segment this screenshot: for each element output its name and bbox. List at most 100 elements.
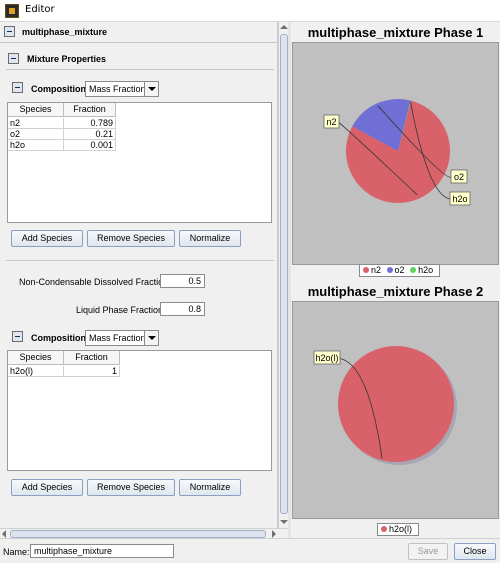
composition-collapse-icon[interactable]	[12, 331, 23, 342]
table-row[interactable]: o2 0.21	[8, 129, 116, 140]
mixture-properties-collapse-icon[interactable]	[8, 53, 19, 64]
legend-item: h2o(l)	[381, 524, 412, 535]
pie-label-text: n2	[326, 117, 336, 127]
pie-label-text: h2o(l)	[315, 353, 338, 363]
normalize-button[interactable]: Normalize	[179, 479, 241, 496]
chart-pane: multiphase_mixture Phase 1 n2 o2 h2o n2 o2…	[291, 22, 500, 538]
pie-slice	[352, 99, 411, 151]
pie-label: h2o	[449, 191, 471, 206]
close-button[interactable]: Close	[454, 543, 496, 560]
app-icon	[5, 4, 19, 18]
column-header-fraction[interactable]: Fraction	[64, 351, 120, 365]
pie-label-box	[450, 169, 468, 184]
column-header-species[interactable]: Species	[8, 351, 64, 365]
horizontal-scrollbar[interactable]	[0, 528, 288, 538]
fraction-cell[interactable]: 1	[64, 366, 120, 377]
species-table[interactable]: Species Fraction n2 0.789 o2 0.21 h2o 0.…	[7, 102, 272, 223]
liquid-phase-input[interactable]: 0.8	[160, 302, 205, 316]
legend-label: o2	[394, 265, 405, 275]
name-label: Name:	[3, 547, 30, 557]
legend-swatch	[363, 267, 369, 273]
phase1-pie-chart: n2 o2 h2o	[323, 99, 471, 206]
phase1-plot-area: n2 o2 h2o	[292, 42, 499, 265]
pie-label: o2	[450, 169, 468, 184]
pie-leader-line	[377, 105, 452, 178]
liquid-phase-label: Liquid Phase Fraction	[76, 305, 164, 315]
phase2-chart-title: multiphase_mixture Phase 2	[307, 284, 484, 299]
column-header-fraction[interactable]: Fraction	[64, 103, 116, 117]
pie-label: h2o(l)	[313, 350, 341, 365]
composition-mode-value: Mass Fraction	[89, 84, 146, 94]
pie-label-text: o2	[454, 172, 464, 182]
table-row[interactable]: h2o(l) 1	[8, 366, 120, 377]
vertical-scrollbar[interactable]	[278, 22, 288, 528]
divider	[6, 260, 274, 261]
species-cell[interactable]: o2	[8, 129, 64, 140]
table-header: Species Fraction	[8, 351, 120, 365]
pie-label-box	[313, 350, 341, 365]
phase2-legend: h2o(l)	[377, 523, 420, 536]
composition-collapse-icon[interactable]	[12, 82, 23, 93]
window-titlebar: Editor	[0, 0, 500, 22]
remove-species-button[interactable]: Remove Species	[87, 230, 175, 247]
normalize-button[interactable]: Normalize	[179, 230, 241, 247]
table-row[interactable]: h2o 0.001	[8, 140, 116, 151]
fraction-cell[interactable]: 0.21	[64, 129, 116, 140]
phase1-legend: n2 o2 h2o	[359, 264, 441, 277]
chevron-down-icon[interactable]	[144, 331, 158, 345]
scroll-right-icon[interactable]	[270, 530, 278, 538]
legend-label: n2	[371, 265, 382, 275]
editor-header: multiphase_mixture	[22, 27, 108, 37]
pie-slice	[338, 346, 454, 462]
scroll-thumb[interactable]	[10, 530, 266, 538]
composition-label: Composition	[31, 84, 86, 94]
legend-item: h2o	[410, 265, 433, 276]
pane-splitter[interactable]	[288, 22, 291, 538]
phase2-pie-chart: h2o(l)	[313, 346, 457, 465]
remove-species-button[interactable]: Remove Species	[87, 479, 175, 496]
noncondensable-input[interactable]: 0.5	[160, 274, 205, 288]
species-cell[interactable]: n2	[8, 118, 64, 129]
column-header-species[interactable]: Species	[8, 103, 64, 117]
add-species-button[interactable]: Add Species	[11, 230, 83, 247]
legend-swatch	[381, 526, 387, 532]
composition-mode-value: Mass Fraction	[89, 333, 146, 343]
scroll-down-icon[interactable]	[280, 518, 288, 526]
name-input[interactable]: multiphase_mixture	[30, 544, 174, 558]
pie-leader-line	[410, 101, 451, 200]
fraction-cell[interactable]: 0.001	[64, 140, 116, 151]
table-row[interactable]: n2 0.789	[8, 118, 116, 129]
legend-swatch	[386, 267, 393, 273]
pie-label-box	[323, 114, 340, 129]
add-species-button[interactable]: Add Species	[11, 479, 83, 496]
legend-swatch	[410, 267, 417, 273]
scroll-thumb[interactable]	[280, 34, 288, 514]
legend-label: h2o	[418, 265, 434, 275]
noncondensable-label: Non-Condensable Dissolved Fraction	[19, 277, 169, 287]
collapse-icon[interactable]	[4, 26, 15, 37]
phase1-chart-title: multiphase_mixture Phase 1	[307, 25, 484, 40]
divider	[6, 69, 274, 70]
fraction-cell[interactable]: 0.789	[64, 118, 116, 129]
pie-label: n2	[323, 114, 340, 129]
save-button[interactable]: Save	[408, 543, 448, 560]
scroll-up-icon[interactable]	[280, 23, 288, 31]
pie-label-text: h2o	[452, 194, 467, 204]
composition-label: Composition	[31, 333, 86, 343]
footer-bar: Name: multiphase_mixture Save Close	[0, 538, 500, 563]
composition-mode-select[interactable]: Mass Fraction	[85, 81, 159, 97]
phase2-plot-area: h2o(l)	[292, 301, 499, 519]
pie-label-box	[449, 191, 471, 206]
pie-leader-line	[336, 357, 383, 459]
legend-item: n2	[363, 265, 381, 276]
composition-mode-select[interactable]: Mass Fraction	[85, 330, 159, 346]
species-cell[interactable]: h2o(l)	[8, 366, 64, 377]
window-title: Editor	[25, 4, 55, 15]
legend-item: o2	[386, 265, 405, 276]
species-cell[interactable]: h2o	[8, 140, 64, 151]
mixture-properties-label: Mixture Properties	[27, 54, 107, 64]
legend-label: h2o(l)	[389, 524, 413, 534]
species-table[interactable]: Species Fraction h2o(l) 1	[7, 350, 272, 471]
scroll-left-icon[interactable]	[0, 530, 8, 538]
chevron-down-icon[interactable]	[144, 82, 158, 96]
